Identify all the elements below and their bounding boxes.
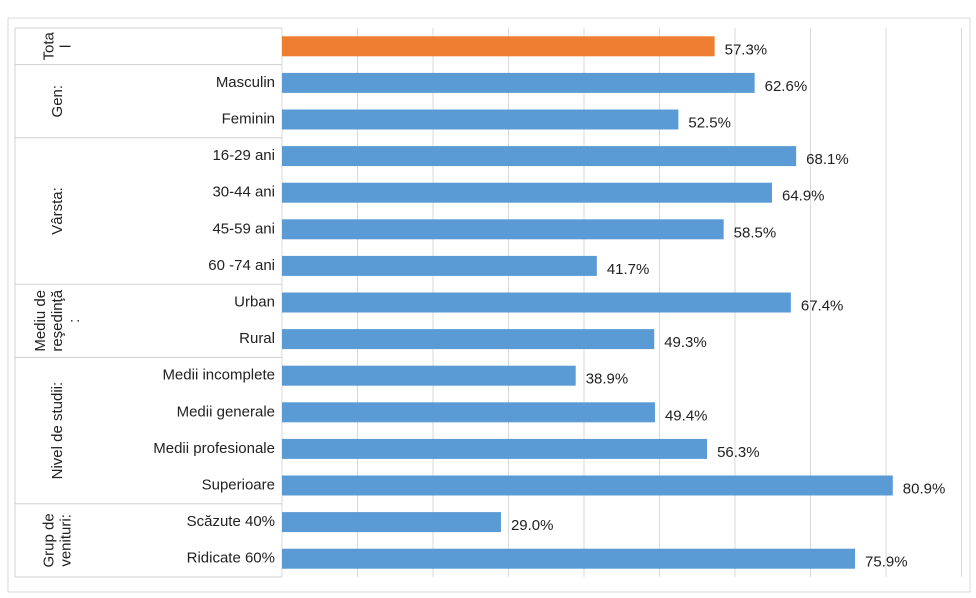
bar <box>282 109 679 130</box>
group-label-line: Nivel de studii: <box>49 382 66 480</box>
value-label: 38.9% <box>586 371 629 388</box>
group-label: Total <box>40 31 74 60</box>
group-label: Mediu dereşedinţă: <box>32 289 83 351</box>
value-label: 49.3% <box>664 334 707 351</box>
bar <box>282 402 655 423</box>
group-label-line: : <box>66 319 83 323</box>
bar <box>282 146 797 167</box>
group-label-line: Vârsta: <box>49 187 66 235</box>
value-label: 80.9% <box>903 480 946 497</box>
bar <box>282 255 597 276</box>
group-label-line: reşedinţă <box>49 289 66 351</box>
value-label: 64.9% <box>782 188 825 205</box>
value-label: 68.1% <box>806 151 849 168</box>
group-label-line: Gen: <box>49 85 66 118</box>
category-label: Rural <box>239 330 275 347</box>
bar <box>282 292 791 313</box>
category-label: 60 -74 ani <box>208 257 275 274</box>
group-label: Grup devenituri: <box>40 513 74 567</box>
value-label: 57.3% <box>725 41 768 58</box>
bar <box>282 36 715 57</box>
category-label: Superioare <box>202 476 275 493</box>
bar <box>282 329 655 350</box>
value-label: 62.6% <box>765 78 808 95</box>
chart-frame <box>7 17 971 593</box>
group-label-line: Mediu de <box>32 290 49 352</box>
category-label: Masculin <box>216 74 275 91</box>
group-label: Vârsta: <box>49 187 66 235</box>
category-label: Medii generale <box>177 403 275 420</box>
value-label: 58.5% <box>734 224 777 241</box>
category-label: 30-44 ani <box>212 184 275 201</box>
bar <box>282 72 755 93</box>
category-label: Medii incomplete <box>162 367 275 384</box>
value-label: 67.4% <box>801 297 844 314</box>
group-label-line: Grup de <box>40 513 57 567</box>
category-label: Medii profesionale <box>153 440 275 457</box>
category-label: 16-29 ani <box>212 147 275 164</box>
value-label: 52.5% <box>688 114 731 131</box>
group-label: Nivel de studii: <box>49 382 66 480</box>
group-label: Gen: <box>49 85 66 118</box>
group-label-line: venituri: <box>57 514 74 567</box>
value-label: 29.0% <box>511 517 554 534</box>
value-label: 56.3% <box>717 444 760 461</box>
value-label: 41.7% <box>607 261 650 278</box>
category-label: 45-59 ani <box>212 220 275 237</box>
group-label-line: Tota <box>40 31 57 60</box>
category-label: Scăzute 40% <box>187 513 275 530</box>
bar <box>282 438 708 459</box>
bar <box>282 548 856 569</box>
value-label: 75.9% <box>865 554 908 571</box>
category-label: Urban <box>234 293 275 310</box>
value-label: 49.4% <box>665 407 708 424</box>
bar <box>282 182 772 203</box>
bar <box>282 365 576 386</box>
bar <box>282 219 724 240</box>
category-label: Ridicate 60% <box>187 550 275 567</box>
bar <box>282 475 893 496</box>
bar <box>282 512 501 533</box>
category-label: Feminin <box>222 110 275 127</box>
group-label-line: l <box>57 45 74 48</box>
